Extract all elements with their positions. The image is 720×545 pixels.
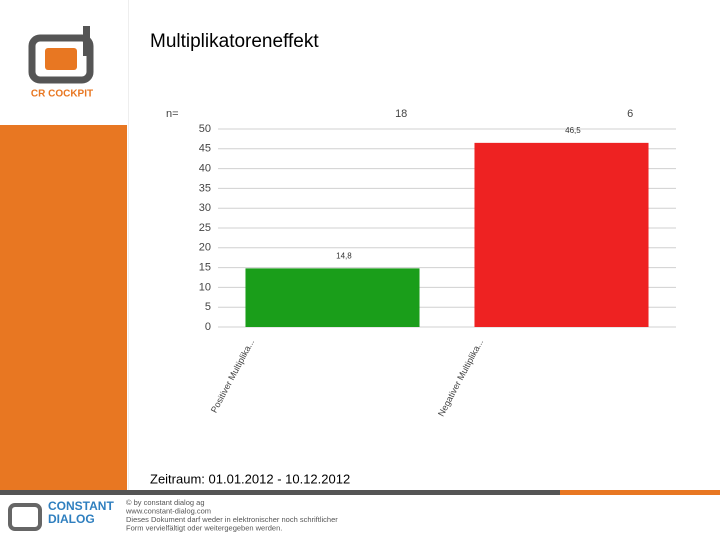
bar <box>245 268 420 327</box>
y-tick-label: 15 <box>199 262 211 274</box>
footer-accent <box>560 490 720 495</box>
footer-line: www.constant-dialog.com <box>125 506 211 515</box>
y-tick-label: 45 <box>199 143 211 155</box>
y-tick-label: 20 <box>199 242 211 254</box>
logo-text: CR COCKPIT <box>31 89 93 100</box>
y-tick-label: 5 <box>205 301 211 313</box>
x-tick-label: Positiver Multiplika... <box>209 337 256 414</box>
y-tick-label: 10 <box>199 281 211 293</box>
y-tick-label: 25 <box>199 222 211 234</box>
footer-line: Dieses Dokument darf weder in elektronis… <box>126 515 338 524</box>
footer-line: © by constant dialog ag <box>126 498 205 507</box>
chart-title: Multiplikatoreneffekt <box>150 31 319 52</box>
footer-bar <box>0 490 720 495</box>
footer-company: CONSTANT DIALOG <box>48 499 114 526</box>
logo-icon <box>28 26 94 84</box>
value-label: 14,8 <box>336 252 352 261</box>
y-tick-label: 50 <box>199 123 211 135</box>
footer-logo <box>8 503 42 531</box>
footer-line: Form vervielfältigt oder weitergegeben w… <box>126 523 282 532</box>
n-label: n= <box>166 108 179 120</box>
x-tick-label: Negativer Multiplika... <box>436 337 485 418</box>
y-tick-label: 40 <box>199 163 211 175</box>
sidebar <box>0 125 127 490</box>
y-tick-label: 35 <box>199 182 211 194</box>
n-value: 18 <box>395 108 407 120</box>
period: Zeitraum: 01.01.2012 - 10.12.2012 <box>150 471 350 486</box>
y-tick-label: 0 <box>205 321 211 333</box>
n-value: 6 <box>627 108 633 120</box>
divider <box>128 0 129 490</box>
bar <box>474 142 649 327</box>
y-tick-label: 30 <box>199 202 211 214</box>
value-label: 46,5 <box>565 126 581 135</box>
